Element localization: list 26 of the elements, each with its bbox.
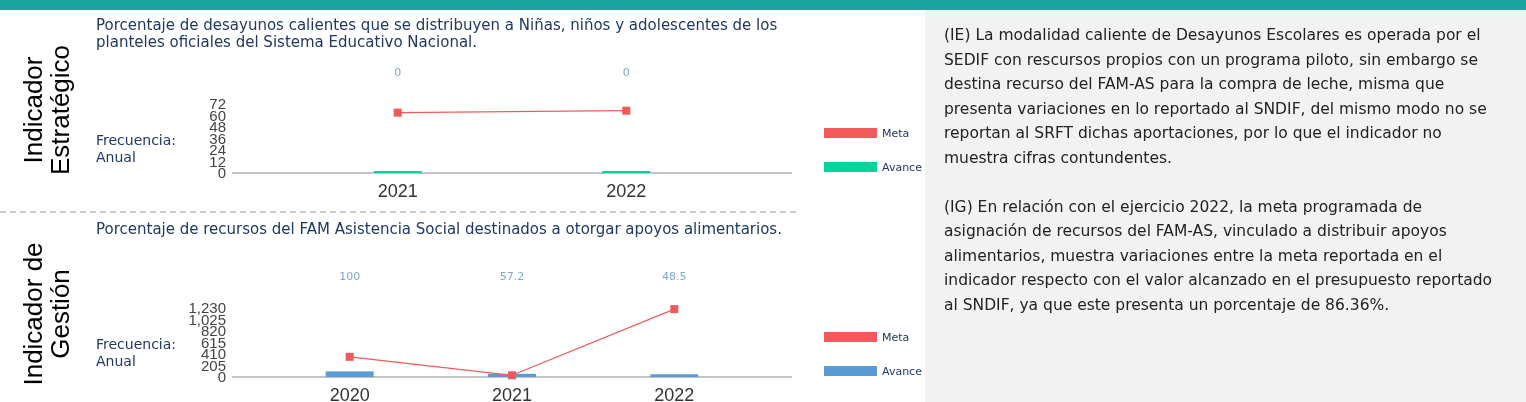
x-tick-label: 2021 [377,181,418,201]
data-label: 0 [622,66,630,79]
legend-label: Meta [882,127,910,140]
x-tick-label: 2020 [329,385,370,402]
legend-label: Meta [882,331,910,344]
data-label: 100 [339,270,361,283]
chart-title: Porcentaje de recursos del FAM Asistencia Social destinados a otorgar apoyos alimentarios. [96,220,782,238]
legend-label: Avance [882,365,923,378]
point [345,352,354,361]
data-label: 57.2 [499,270,525,283]
text: (IG) En relación con el ejercicio 2022, la meta programada de asignación de recursos del FAM-AS, vinculado a distribuir apoyos alimentarios, muestra variaciones entre la meta reportada en el indicador respecto con el valor alcanzado en el presupuesto reportado al SNDIF, ya que este presenta un porcentaje de 86.36%. [944,197,1493,314]
x-tick-label: 2022 [606,181,647,201]
chart-title: Porcentaje de desayunos calientes que se distribuyen a Niñas, niños y adolescentes de los planteles oficiales del Sistema Educativo Nacional. [96,16,778,51]
text: Frecuencia: Anual [96,132,177,165]
text: (IE) La modalidad caliente de Desayunos Escolares es operada por el SEDIF con rescursos propios con un programa piloto, sin embargo se destina recurso del FAM-AS para la compra de leche, misma que presenta variaciones en lo reportado al SNDIF, del mismo modo no se reportan al SRFT dichas aportaciones, por lo que el indicador no muestra cifras contundentes. [944,26,1487,167]
data-label: 0 [394,66,402,79]
y-tick-label: 72 [209,95,226,112]
point [508,371,516,380]
text: Frecuencia: Anual [96,336,177,369]
text: Indicador de Gestión [18,242,75,386]
x-tick-label: 2021 [491,385,533,402]
point [670,305,679,314]
legend-label: Avance [882,161,923,174]
x-tick-label: 2022 [654,385,695,402]
data-label: 48.5 [662,270,687,283]
text: Indicador Estratégico [18,44,75,176]
